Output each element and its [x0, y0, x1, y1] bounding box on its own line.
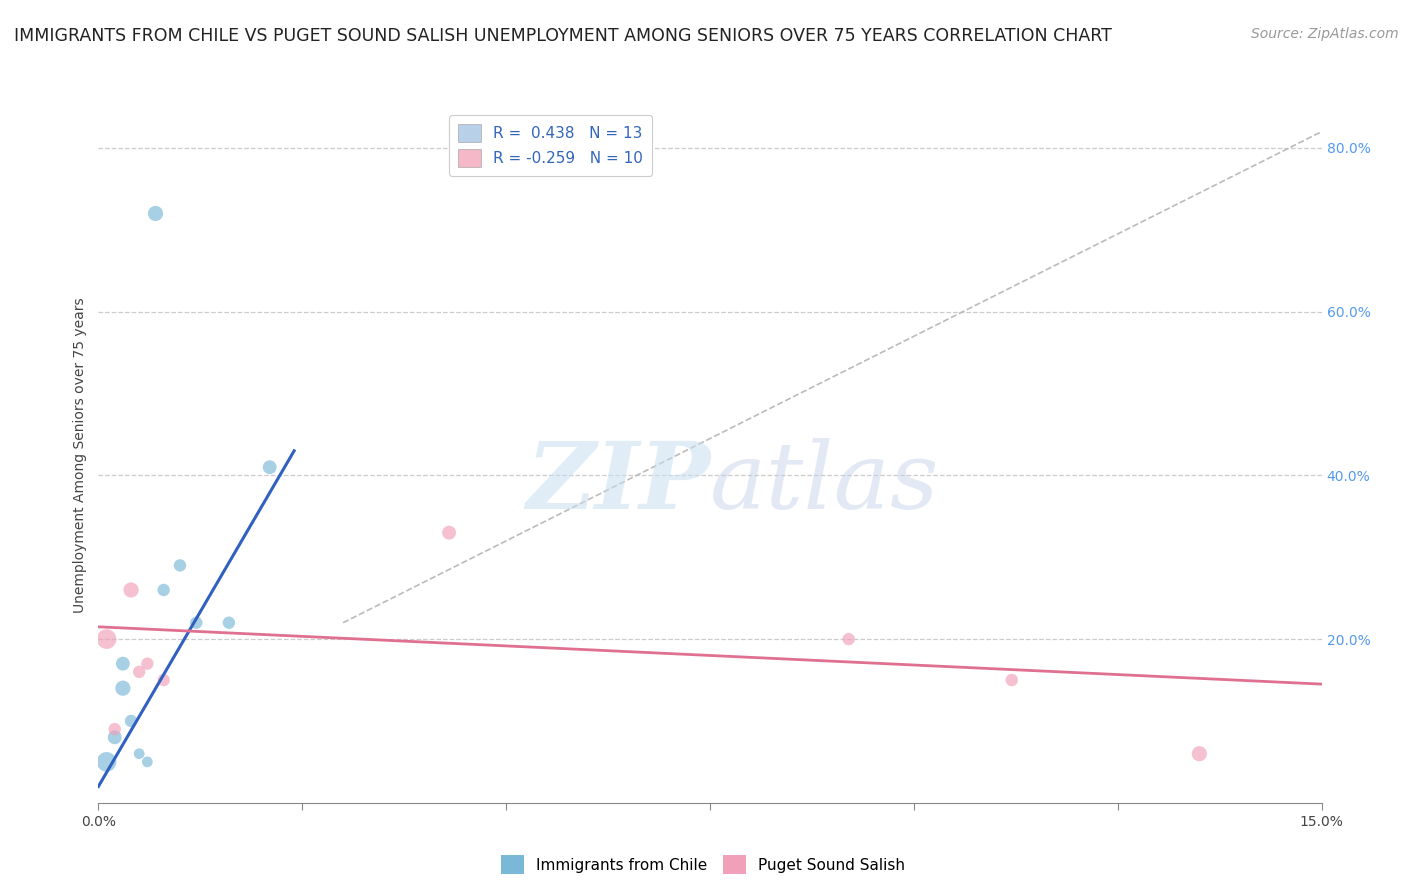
- Legend: R =  0.438   N = 13, R = -0.259   N = 10: R = 0.438 N = 13, R = -0.259 N = 10: [449, 115, 652, 177]
- Point: [128, 665, 150, 679]
- Point: [120, 714, 142, 728]
- Legend: Immigrants from Chile, Puget Sound Salish: Immigrants from Chile, Puget Sound Salis…: [495, 849, 911, 880]
- Point: [169, 558, 191, 573]
- Point: [145, 206, 167, 220]
- Point: [104, 722, 127, 736]
- Point: [186, 615, 208, 630]
- Point: [152, 582, 174, 597]
- Text: atlas: atlas: [710, 438, 939, 528]
- Point: [111, 657, 134, 671]
- Point: [1001, 673, 1024, 687]
- Text: Source: ZipAtlas.com: Source: ZipAtlas.com: [1251, 27, 1399, 41]
- Point: [104, 731, 127, 745]
- Point: [96, 632, 118, 646]
- Y-axis label: Unemployment Among Seniors over 75 years: Unemployment Among Seniors over 75 years: [73, 297, 87, 613]
- Point: [128, 747, 150, 761]
- Point: [111, 681, 134, 696]
- Point: [120, 582, 142, 597]
- Text: ZIP: ZIP: [526, 438, 710, 528]
- Point: [259, 460, 281, 475]
- Point: [152, 673, 174, 687]
- Point: [838, 632, 860, 646]
- Point: [96, 755, 118, 769]
- Point: [1188, 747, 1211, 761]
- Point: [136, 755, 159, 769]
- Point: [218, 615, 240, 630]
- Point: [136, 657, 159, 671]
- Point: [437, 525, 460, 540]
- Text: IMMIGRANTS FROM CHILE VS PUGET SOUND SALISH UNEMPLOYMENT AMONG SENIORS OVER 75 Y: IMMIGRANTS FROM CHILE VS PUGET SOUND SAL…: [14, 27, 1112, 45]
